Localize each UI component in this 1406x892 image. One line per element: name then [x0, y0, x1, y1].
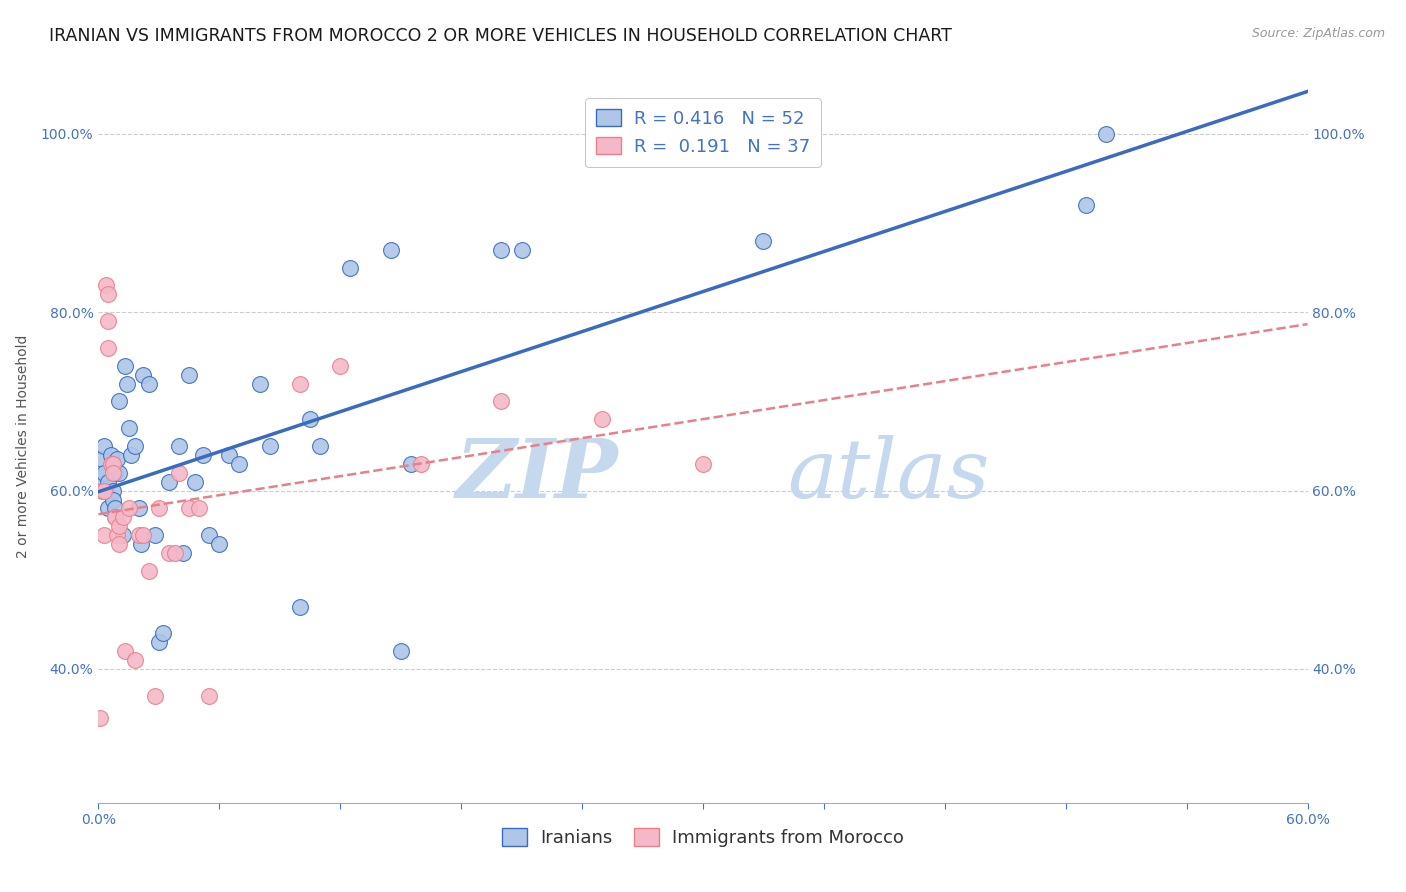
Point — [228, 457, 250, 471]
Point — [97, 314, 120, 328]
Point — [128, 501, 150, 516]
Point — [218, 448, 240, 462]
Point — [124, 439, 146, 453]
Point — [692, 457, 714, 471]
Point — [97, 341, 120, 355]
Point — [309, 439, 332, 453]
Point — [179, 368, 201, 382]
Point — [124, 653, 146, 667]
Point — [114, 644, 136, 658]
Point — [118, 501, 141, 516]
Point — [138, 376, 160, 391]
Point — [148, 501, 170, 516]
Point — [105, 528, 128, 542]
Point — [249, 376, 271, 391]
Point — [100, 448, 122, 462]
Point — [132, 528, 155, 542]
Point — [100, 457, 122, 471]
Point — [97, 501, 120, 516]
Point — [91, 452, 114, 467]
Point — [120, 448, 142, 462]
Point — [288, 599, 311, 614]
Point — [107, 394, 129, 409]
Point — [167, 439, 190, 453]
Point — [148, 635, 170, 649]
Point — [157, 546, 180, 560]
Point — [198, 689, 221, 703]
Point — [380, 243, 402, 257]
Point — [329, 359, 352, 373]
Point — [118, 421, 141, 435]
Point — [89, 711, 111, 725]
Point — [143, 528, 166, 542]
Point — [1074, 198, 1097, 212]
Point — [172, 546, 194, 560]
Point — [101, 483, 124, 498]
Point — [184, 475, 207, 489]
Point — [101, 466, 124, 480]
Point — [491, 243, 513, 257]
Point — [752, 234, 775, 248]
Point — [103, 501, 125, 516]
Y-axis label: 2 or more Vehicles in Household: 2 or more Vehicles in Household — [15, 334, 30, 558]
Point — [115, 376, 138, 391]
Point — [138, 564, 160, 578]
Point — [193, 448, 215, 462]
Legend: Iranians, Immigrants from Morocco: Iranians, Immigrants from Morocco — [495, 822, 911, 855]
Point — [91, 483, 114, 498]
Point — [93, 528, 115, 542]
Point — [208, 537, 231, 551]
Point — [107, 519, 129, 533]
Point — [399, 457, 422, 471]
Point — [198, 528, 221, 542]
Text: Source: ZipAtlas.com: Source: ZipAtlas.com — [1251, 27, 1385, 40]
Point — [97, 287, 120, 301]
Point — [93, 439, 115, 453]
Text: ZIP: ZIP — [456, 434, 619, 515]
Point — [157, 475, 180, 489]
Point — [389, 644, 412, 658]
Point — [91, 470, 114, 484]
Point — [259, 439, 281, 453]
Point — [101, 457, 124, 471]
Point — [129, 537, 152, 551]
Point — [152, 626, 174, 640]
Point — [188, 501, 211, 516]
Point — [103, 510, 125, 524]
Text: atlas: atlas — [787, 434, 990, 515]
Point — [111, 510, 134, 524]
Point — [93, 483, 115, 498]
Point — [103, 510, 125, 524]
Point — [1095, 127, 1118, 141]
Point — [491, 394, 513, 409]
Point — [409, 457, 432, 471]
Point — [132, 368, 155, 382]
Point — [339, 260, 361, 275]
Point — [111, 528, 134, 542]
Point — [107, 466, 129, 480]
Point — [128, 528, 150, 542]
Text: IRANIAN VS IMMIGRANTS FROM MOROCCO 2 OR MORE VEHICLES IN HOUSEHOLD CORRELATION C: IRANIAN VS IMMIGRANTS FROM MOROCCO 2 OR … — [49, 27, 952, 45]
Point — [105, 452, 128, 467]
Point — [101, 492, 124, 507]
Point — [163, 546, 186, 560]
Point — [299, 412, 322, 426]
Point — [143, 689, 166, 703]
Point — [179, 501, 201, 516]
Point — [96, 483, 118, 498]
Point — [103, 466, 125, 480]
Point — [114, 359, 136, 373]
Point — [107, 537, 129, 551]
Point — [510, 243, 533, 257]
Point — [97, 475, 120, 489]
Point — [591, 412, 613, 426]
Point — [96, 278, 118, 293]
Point — [93, 466, 115, 480]
Point — [288, 376, 311, 391]
Point — [167, 466, 190, 480]
